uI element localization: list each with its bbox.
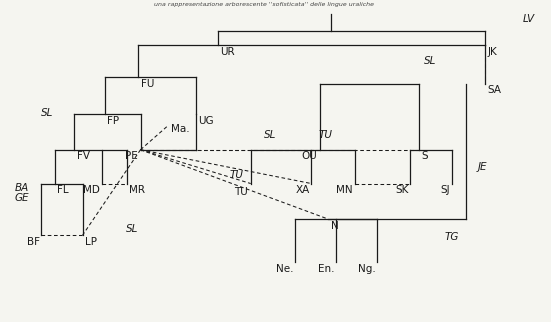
Text: TU: TU	[230, 170, 244, 181]
Text: LP: LP	[85, 237, 98, 247]
Text: JE: JE	[477, 162, 487, 173]
Text: MR: MR	[129, 185, 145, 195]
Text: Ne.: Ne.	[276, 264, 293, 274]
Text: UR: UR	[220, 47, 235, 57]
Text: una rappresentazione arborescente ''sofisticata'' delle lingue uraliche: una rappresentazione arborescente ''sofi…	[154, 2, 374, 7]
Text: En.: En.	[318, 264, 334, 274]
Text: FL: FL	[57, 185, 68, 195]
Text: Ma.: Ma.	[171, 124, 190, 134]
Text: MN: MN	[336, 185, 353, 195]
Text: OU: OU	[301, 151, 317, 161]
Text: N: N	[331, 221, 338, 231]
Text: SL: SL	[41, 108, 53, 118]
Text: FP: FP	[107, 116, 120, 126]
Text: FU: FU	[141, 79, 154, 89]
Text: TU: TU	[234, 187, 248, 197]
Text: MD: MD	[83, 185, 100, 195]
Text: SL: SL	[264, 130, 276, 140]
Text: SL: SL	[126, 223, 138, 234]
Text: BA: BA	[15, 183, 29, 194]
Text: S: S	[422, 151, 428, 161]
Text: BF: BF	[26, 237, 40, 247]
Text: TU: TU	[318, 130, 332, 140]
Text: SL: SL	[424, 56, 436, 66]
Text: SA: SA	[488, 85, 501, 95]
Text: UG: UG	[198, 116, 214, 126]
Text: SJ: SJ	[441, 185, 450, 195]
Text: JK: JK	[488, 47, 498, 57]
Text: FV: FV	[77, 151, 90, 161]
Text: GE: GE	[15, 193, 29, 203]
Text: SK: SK	[396, 185, 409, 195]
Text: XA: XA	[295, 185, 310, 195]
Text: Ng.: Ng.	[358, 264, 376, 274]
Text: PE: PE	[125, 151, 138, 161]
Text: TG: TG	[445, 232, 459, 242]
Text: LV: LV	[523, 14, 535, 24]
